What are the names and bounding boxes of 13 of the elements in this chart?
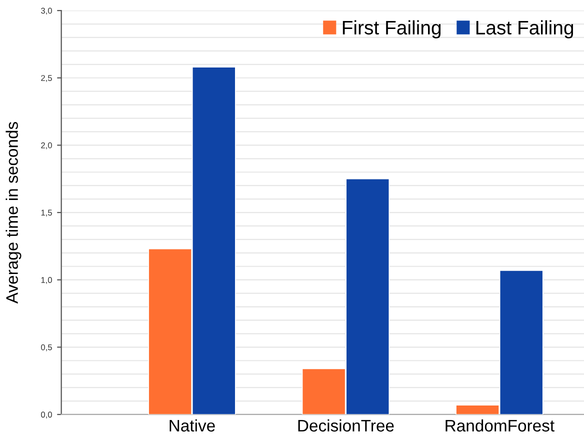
y-tick-label: 3,0 bbox=[41, 8, 52, 15]
y-tick-label: 0,5 bbox=[41, 344, 52, 352]
x-tick-label: Native bbox=[170, 419, 215, 432]
y-tick-label: 1,0 bbox=[41, 277, 52, 284]
y-tick-label: 1,5 bbox=[41, 210, 52, 217]
y-tick-label: 2,5 bbox=[41, 75, 52, 82]
legend-label: First Failing bbox=[342, 20, 441, 38]
y-axis-title: Average time in seconds bbox=[6, 122, 22, 304]
x-tick-label: DecisionTree bbox=[298, 419, 394, 432]
y-tick-label: 2,0 bbox=[41, 142, 52, 150]
x-tick-label: RandomForest bbox=[446, 419, 554, 432]
legend-label: Last Failing bbox=[476, 20, 574, 38]
y-tick-label: 0,0 bbox=[41, 412, 52, 419]
